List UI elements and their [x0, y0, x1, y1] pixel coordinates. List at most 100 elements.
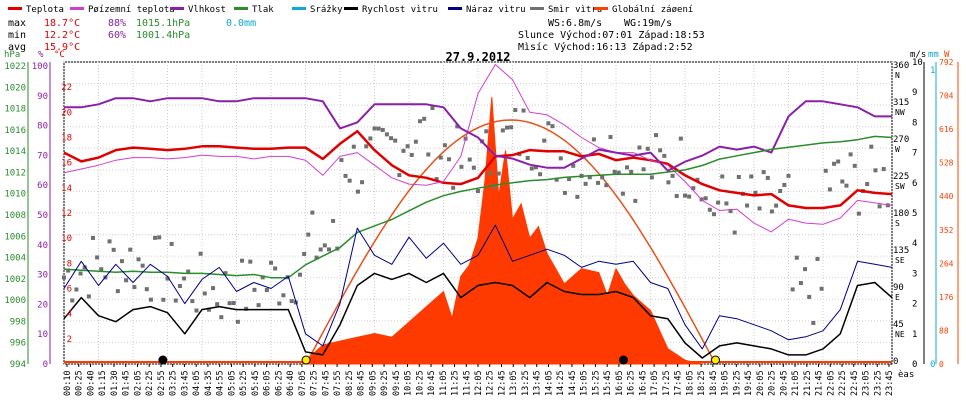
chart-title: 27.9.2012 — [445, 50, 510, 64]
dir-point — [732, 230, 737, 235]
sun-moon-markers — [158, 355, 720, 365]
stat-max-humidity: 88% — [108, 18, 126, 29]
axis-percent-tick: 70 — [37, 151, 48, 161]
stat-max-label: max — [8, 18, 26, 29]
axis-ms-tick: 7 — [912, 149, 917, 159]
axis-ms-tick: 0 — [912, 360, 917, 370]
dir-point — [881, 167, 886, 172]
x-tick-label: 17:25 — [662, 370, 672, 396]
x-tick-label: 23:25 — [873, 370, 883, 396]
dir-point — [852, 163, 857, 168]
x-tick-label: 10:25 — [415, 370, 425, 396]
dir-point — [877, 204, 882, 209]
dir-point — [389, 136, 394, 141]
dir-point — [736, 174, 741, 179]
dir-point — [794, 255, 799, 260]
dir-point — [397, 173, 402, 178]
moonrise-marker — [618, 355, 628, 365]
axis-percent-tick: 60 — [37, 181, 48, 191]
x-tick-label: 19:25 — [732, 370, 742, 396]
x-tick-label: 04:35 — [204, 370, 214, 396]
legend-label-2: Vlhkost — [188, 5, 226, 15]
dir-point — [182, 276, 187, 281]
dir-point — [678, 136, 683, 141]
axis-celsius-tick: 10 — [61, 234, 72, 244]
axis-hpa-tick: 1000 — [4, 296, 26, 306]
dir-point — [405, 144, 410, 149]
legend-swatch-1 — [70, 7, 84, 10]
x-tick-label: 14:45 — [568, 370, 578, 396]
dir-point — [206, 307, 211, 312]
dir-point — [409, 152, 414, 157]
dir-point — [260, 275, 265, 280]
dir-point — [492, 184, 497, 189]
dir-point — [533, 165, 538, 170]
dir-point — [504, 125, 509, 130]
dir-point — [144, 287, 149, 292]
axis-dir-name: SW — [895, 182, 905, 191]
dir-point — [583, 181, 588, 186]
dir-point — [314, 255, 319, 260]
axis-mm-tick: 1 — [930, 66, 935, 76]
astro-sun: Slunce Východ:07:01 Západ:18:53 — [518, 29, 705, 41]
x-tick-label: 16:05 — [615, 370, 625, 396]
x-tick-label: 09:45 — [392, 370, 402, 396]
axis-ms-label: m/s — [910, 50, 926, 60]
axis-dir-tick: 90 — [893, 283, 904, 293]
axis-hpa-label: hPa — [4, 50, 20, 60]
dir-point — [161, 297, 166, 302]
x-tick-label: 12:05 — [474, 370, 484, 396]
dir-point — [720, 174, 725, 179]
axis-ms-tick: 9 — [912, 88, 917, 98]
axis-hpa-tick: 1016 — [4, 126, 26, 136]
dir-point — [641, 167, 646, 172]
dir-point — [819, 286, 824, 291]
dir-point — [318, 247, 323, 252]
axis-dir-tick: 315 — [893, 98, 909, 108]
dir-point — [235, 319, 240, 324]
dir-point — [99, 267, 104, 272]
legend-swatch-5 — [344, 7, 358, 10]
dir-point — [596, 180, 601, 185]
axis-hpa-tick: 1020 — [4, 83, 26, 93]
dir-point — [343, 173, 348, 178]
dir-point — [666, 180, 671, 185]
x-tick-label: 18:25 — [697, 370, 707, 396]
legend-label-3: Tlak — [252, 5, 274, 15]
sun-curve-path — [305, 119, 717, 365]
dir-point — [360, 180, 365, 185]
x-tick-label: 17:45 — [674, 370, 684, 396]
x-tick-label: 22:25 — [838, 370, 848, 396]
dir-point — [194, 308, 199, 313]
dir-point — [447, 157, 452, 162]
x-tick-label: 13:05 — [509, 370, 519, 396]
dir-point — [513, 108, 518, 113]
dir-point — [124, 278, 129, 283]
dir-point — [62, 275, 66, 280]
series-tlak — [63, 135, 893, 279]
dir-point — [136, 257, 141, 262]
axis-celsius-tick: 14 — [61, 184, 72, 194]
dir-point — [761, 170, 766, 175]
x-tick-label: 07:25 — [310, 370, 320, 396]
dir-point — [625, 165, 630, 170]
dir-point — [509, 125, 514, 130]
dir-point — [264, 288, 269, 293]
dir-point — [567, 177, 572, 182]
x-tick-label: 03:25 — [169, 370, 179, 396]
axis-percent-tick: 80 — [37, 122, 48, 132]
axis-w-tick: 176 — [939, 293, 954, 302]
x-tick-label: 01:15 — [98, 370, 108, 396]
axis-percent-tick: 20 — [37, 300, 48, 310]
dir-point — [66, 268, 71, 273]
x-tick-label: 19:05 — [721, 370, 731, 396]
dir-point — [256, 303, 261, 308]
x-tick-label: 00:25 — [75, 370, 85, 396]
axis-percent-tick: 100 — [32, 62, 48, 72]
dir-point — [542, 138, 547, 143]
axis-celsius-tick: 12 — [61, 209, 72, 219]
dir-point — [82, 265, 87, 270]
dir-point — [749, 174, 754, 179]
dir-point — [608, 134, 613, 139]
axis-ms-tick: 2 — [912, 300, 917, 310]
